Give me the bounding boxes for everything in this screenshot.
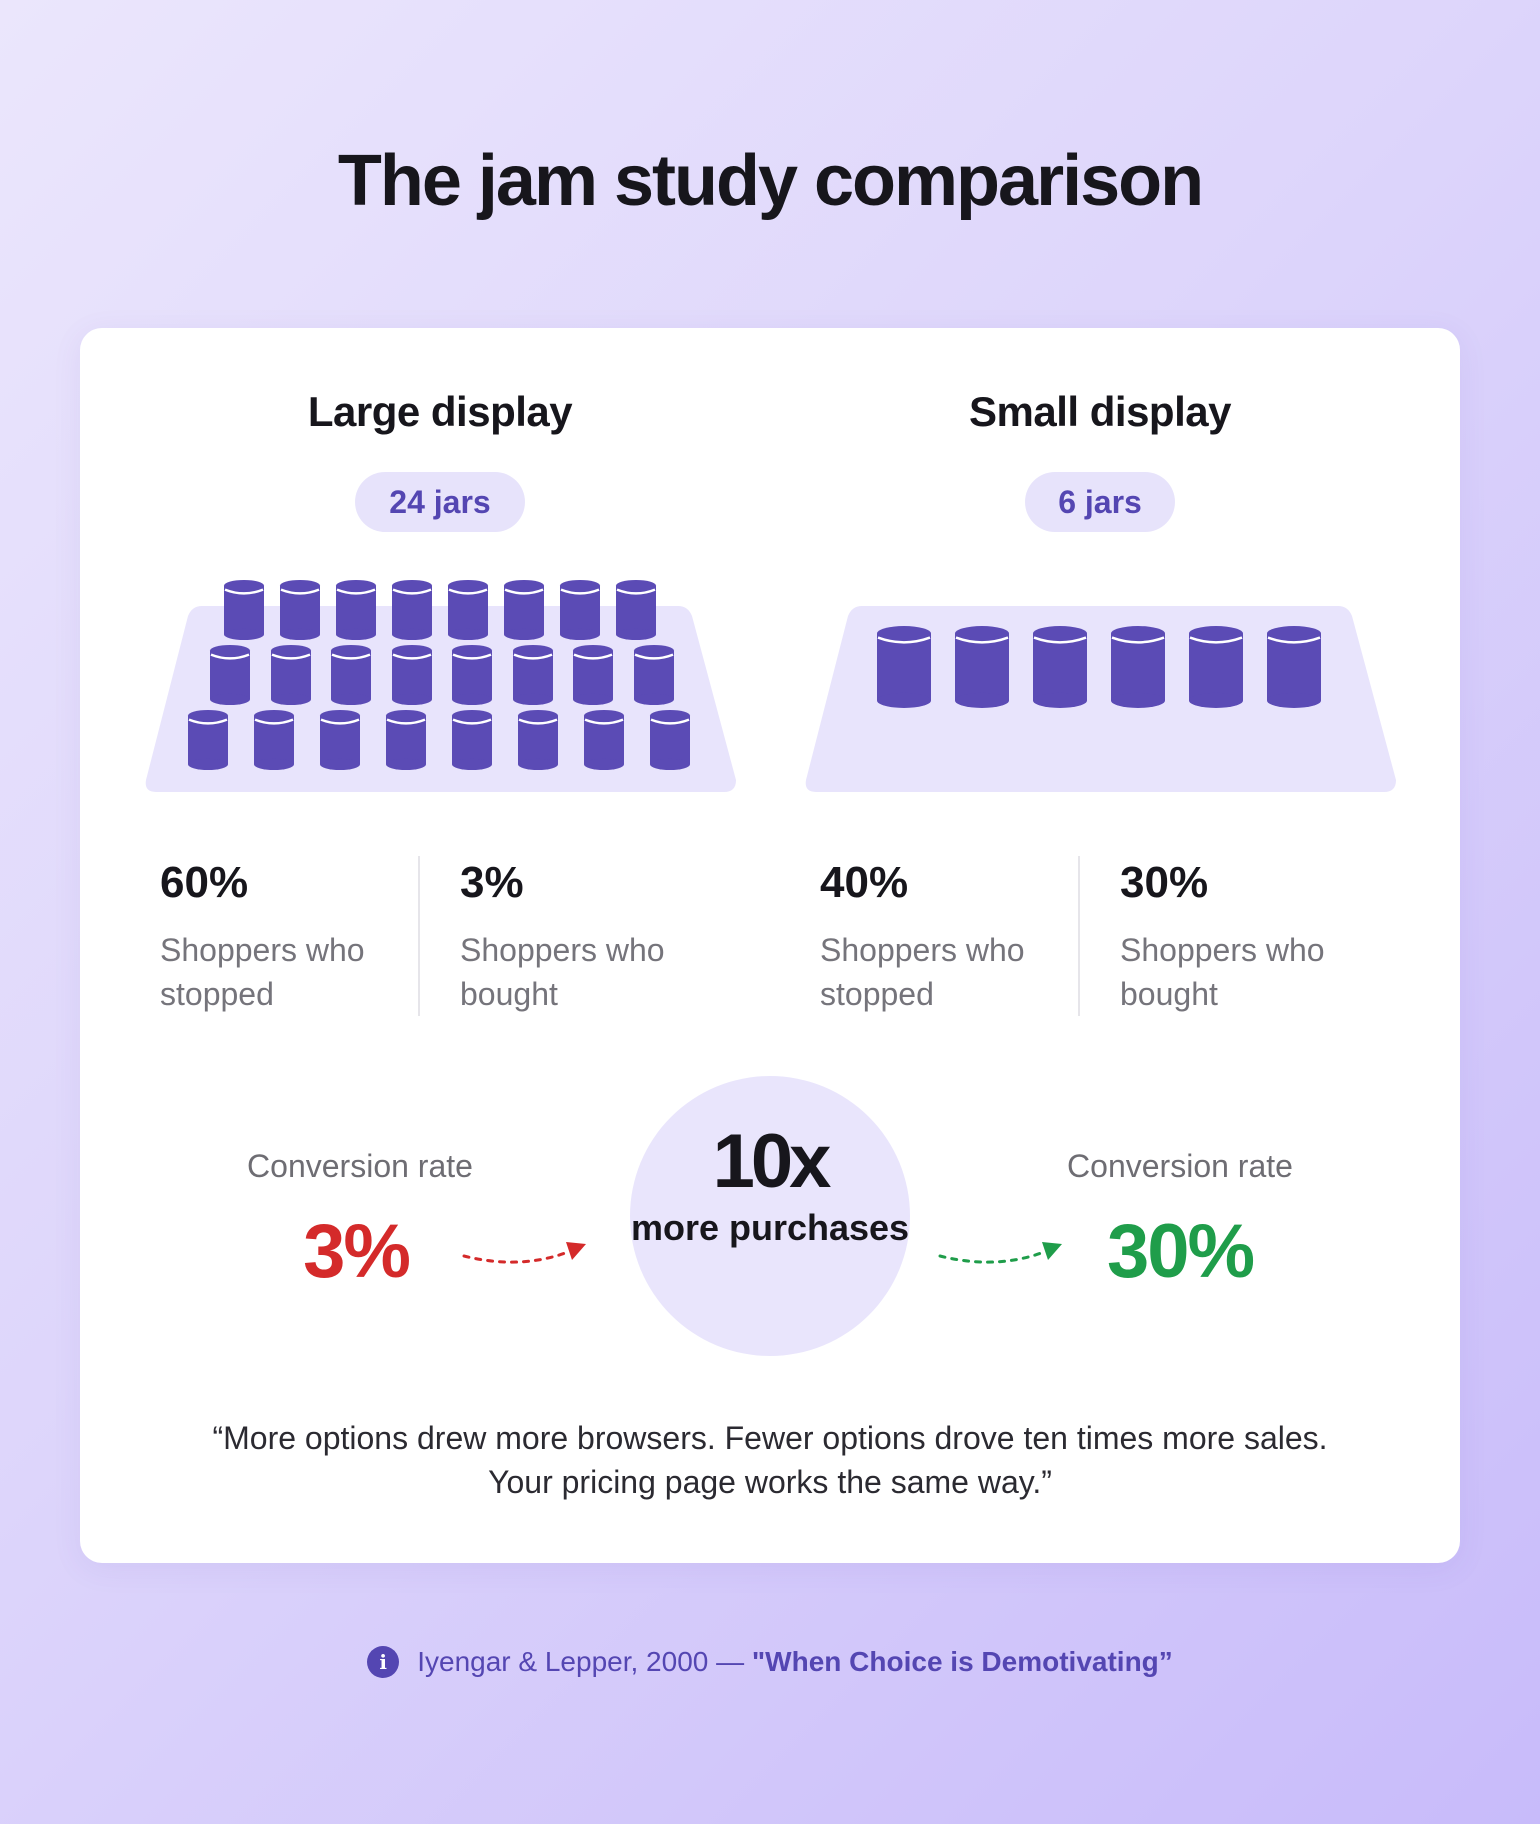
- red-dashed-arrow-icon: [462, 1242, 586, 1264]
- jar-icon: [584, 710, 624, 770]
- jar-icon: [224, 580, 264, 640]
- summary-quote: “More options drew more browsers. Fewer …: [212, 1420, 1328, 1500]
- jar-icon: [573, 645, 613, 705]
- jar-icon: [504, 580, 544, 640]
- jar-icon: [188, 710, 228, 770]
- small-stopped-label: Shoppers who stopped: [820, 932, 1025, 1012]
- jar-icon: [452, 645, 492, 705]
- comparison-card: Large display 24 jars Small display 6 ja…: [80, 328, 1460, 1563]
- jar-icon: [271, 645, 311, 705]
- page-title: The jam study comparison: [337, 141, 1204, 221]
- small-bought-percent: 30%: [1120, 858, 1209, 907]
- large-conversion-label: Conversion rate: [247, 1148, 473, 1184]
- ten-x-highlight-circle: 10x more purchases: [630, 1076, 910, 1356]
- small-display-heading: Small display: [969, 388, 1231, 435]
- jar-icon: [336, 580, 376, 640]
- jar-icon: [1111, 626, 1165, 708]
- citation: i Iyengar & Lepper, 2000 — "When Choice …: [0, 1646, 1540, 1678]
- large-conversion-value: 3%: [303, 1209, 411, 1294]
- jar-icon: [392, 645, 432, 705]
- jar-icon: [331, 645, 371, 705]
- large-stats-divider: [418, 856, 420, 1016]
- large-bought-percent: 3%: [460, 858, 524, 907]
- small-conversion-value: 30%: [1106, 1209, 1255, 1294]
- jar-icon: [452, 710, 492, 770]
- jar-icon: [320, 710, 360, 770]
- jar-icon: [1033, 626, 1087, 708]
- jar-icon: [616, 580, 656, 640]
- jar-icon: [280, 580, 320, 640]
- jar-icon: [254, 710, 294, 770]
- jar-icon: [513, 645, 553, 705]
- info-icon: i: [367, 1646, 400, 1678]
- shelf-surface: [805, 606, 1396, 792]
- small-stopped-percent: 40%: [820, 858, 909, 907]
- large-jar-count-badge: 24 jars: [355, 472, 525, 532]
- green-dashed-arrow-icon: [938, 1242, 1062, 1264]
- jar-icon: [650, 710, 690, 770]
- small-stats-divider: [1078, 856, 1080, 1016]
- jar-icon: [955, 626, 1009, 708]
- multiplier-caption: more purchases: [630, 1207, 910, 1248]
- jar-icon: [386, 710, 426, 770]
- small-conversion-label: Conversion rate: [1067, 1148, 1293, 1184]
- jar-icon: [210, 645, 250, 705]
- jar-icon: [560, 580, 600, 640]
- jar-icon: [634, 645, 674, 705]
- jar-icon: [448, 580, 488, 640]
- small-display-shelf: [805, 606, 1396, 792]
- jar-icon: [518, 710, 558, 770]
- large-display-heading: Large display: [307, 388, 573, 435]
- multiplier-value: 10x: [712, 1119, 832, 1204]
- jar-icon: [1267, 626, 1321, 708]
- jar-icon: [1189, 626, 1243, 708]
- large-display-shelf: [145, 580, 736, 792]
- citation-title: "When Choice is Demotivating”: [751, 1646, 1173, 1677]
- large-bought-label: Shoppers who bought: [460, 932, 665, 1012]
- small-jar-count-badge: 6 jars: [1025, 472, 1175, 532]
- large-stopped-label: Shoppers who stopped: [160, 932, 365, 1012]
- large-stopped-percent: 60%: [160, 858, 249, 907]
- jar-icon: [877, 626, 931, 708]
- small-bought-label: Shoppers who bought: [1120, 932, 1325, 1012]
- jar-icon: [392, 580, 432, 640]
- citation-author: Iyengar & Lepper, 2000 —: [417, 1646, 745, 1677]
